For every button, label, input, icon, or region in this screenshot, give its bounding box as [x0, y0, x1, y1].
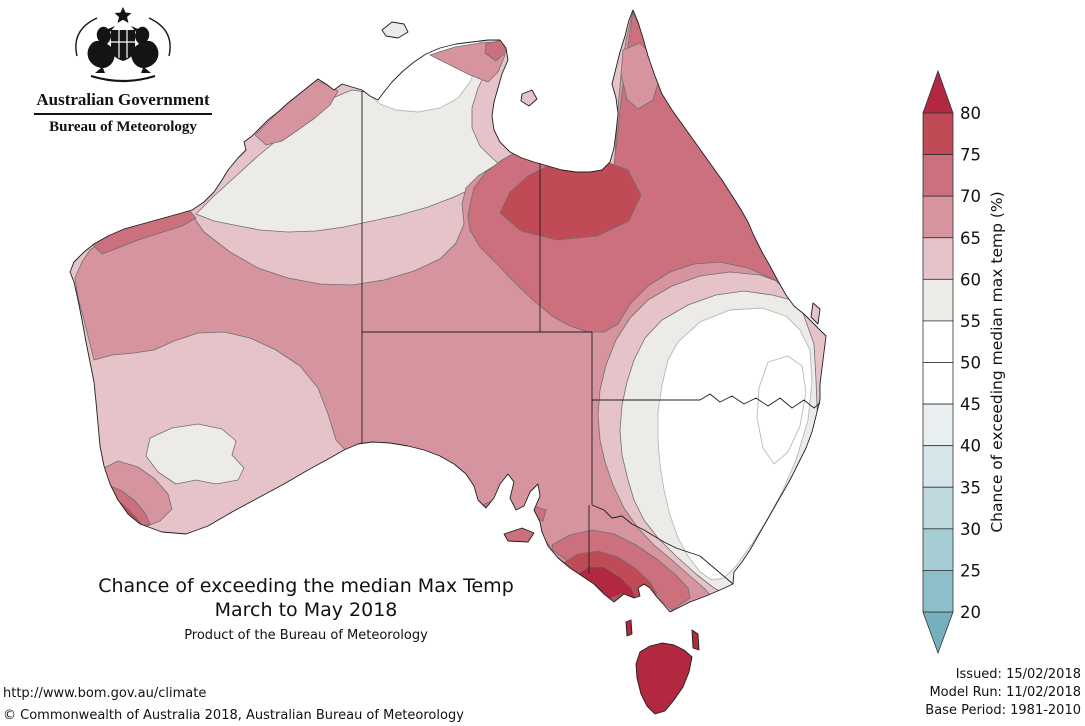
title-block: Chance of exceeding the median Max Temp …	[0, 575, 612, 644]
colorbar-tick-label: 45	[960, 395, 981, 414]
government-title: Australian Government	[28, 90, 218, 110]
colorbar-tick-label: 70	[960, 187, 981, 206]
colorbar-segments	[923, 113, 953, 612]
map-title-line2: March to May 2018	[0, 599, 612, 623]
colorbar-segment	[923, 487, 953, 529]
colorbar-tick-label: 55	[960, 312, 981, 331]
colorbar-tick-label: 30	[960, 520, 981, 539]
map-title-line1: Chance of exceeding the median Max Temp	[0, 575, 612, 599]
colorbar-tick-label: 40	[960, 437, 981, 456]
colorbar-segment	[923, 155, 953, 197]
base-period: Base Period: 1981-2010	[925, 702, 1081, 720]
copyright-line: © Commonwealth of Australia 2018, Austra…	[3, 705, 464, 726]
logo-divider	[34, 113, 212, 115]
colorbar-segment	[923, 529, 953, 571]
bom-outlook-map-page: 80 75 70 65 60 55 50 45 40 35 30 25 20 Chance of exc…	[0, 0, 1085, 726]
coat-of-arms-icon	[63, 6, 183, 84]
colorbar-arrow-bottom	[923, 612, 953, 653]
flinders-island	[692, 630, 699, 650]
colorbar-tick-label: 50	[960, 354, 981, 373]
kangaroo-island	[504, 528, 534, 542]
colorbar-segment	[923, 321, 953, 363]
colorbar-tick-label: 35	[960, 478, 981, 497]
colorbar-tick-label: 80	[960, 104, 981, 123]
colorbar-tick-label: 75	[960, 146, 981, 165]
bureau-title: Bureau of Meteorology	[28, 119, 218, 136]
colorbar-axis-label: Chance of exceeding median max temp (%)	[988, 191, 1006, 532]
colorbar-segment	[923, 363, 953, 405]
map-title-line3: Product of the Bureau of Meteorology	[0, 628, 612, 644]
coat-of-arms-block: Australian Government Bureau of Meteorol…	[28, 6, 218, 136]
colorbar-arrow-top	[923, 71, 953, 113]
groote-eylandt	[521, 90, 537, 106]
issue-info-block: Issued: 15/02/2018 Model Run: 11/02/2018…	[925, 666, 1081, 720]
colorbar-segment	[923, 404, 953, 446]
model-run-date: Model Run: 11/02/2018	[925, 684, 1081, 702]
issued-date: Issued: 15/02/2018	[925, 666, 1081, 684]
bom-url: http://www.bom.gov.au/climate	[3, 683, 464, 705]
colorbar-segment	[923, 113, 953, 155]
footer-left: http://www.bom.gov.au/climate © Commonwe…	[3, 683, 464, 726]
colorbar-tick-label: 20	[960, 603, 981, 622]
colorbar-segment	[923, 238, 953, 280]
band-50-55-nsw	[658, 308, 812, 580]
melville-island	[382, 22, 408, 38]
colorbar: 80 75 70 65 60 55 50 45 40 35 30 25 20 Chance of exc…	[923, 71, 1006, 653]
tasmania	[636, 643, 692, 714]
king-island	[626, 620, 632, 636]
colorbar-tick-label: 25	[960, 561, 981, 580]
colorbar-tick-label: 65	[960, 229, 981, 248]
colorbar-segment	[923, 570, 953, 612]
colorbar-segment	[923, 446, 953, 488]
band-65-70-cape-york	[621, 43, 659, 109]
colorbar-segment	[923, 279, 953, 321]
colorbar-tick-label: 60	[960, 270, 981, 289]
fraser-island	[811, 303, 820, 324]
colorbar-tick-labels: 80 75 70 65 60 55 50 45 40 35 30 25 20	[960, 104, 981, 622]
colorbar-segment	[923, 196, 953, 238]
